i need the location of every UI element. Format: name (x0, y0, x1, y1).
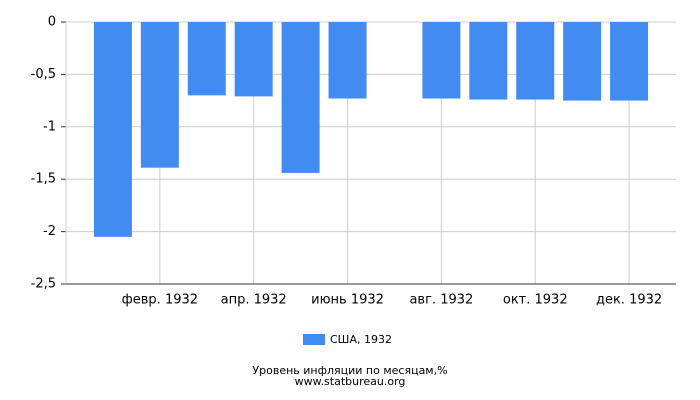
y-tick-label: -1 (43, 119, 56, 134)
y-tick-label: -0,5 (31, 67, 56, 82)
bar (469, 22, 508, 100)
x-tick-label: июнь 1932 (311, 293, 384, 308)
x-tick-label: дек. 1932 (596, 293, 662, 308)
legend-swatch (303, 334, 325, 345)
bar (140, 22, 179, 168)
bar (610, 22, 649, 101)
x-tick-label: февр. 1932 (122, 293, 198, 308)
bar (281, 22, 320, 173)
bar (563, 22, 602, 101)
y-tick-label: -2,5 (31, 277, 56, 292)
y-tick-label: 0 (48, 15, 56, 30)
chart-title: Уровень инфляции по месяцам,% (252, 364, 447, 377)
bar (516, 22, 555, 100)
bar (328, 22, 367, 99)
x-tick-label: апр. 1932 (221, 293, 287, 308)
chart-subtitle: www.statbureau.org (295, 375, 406, 388)
legend-label: США, 1932 (330, 333, 392, 346)
bar (422, 22, 461, 99)
y-tick-label: -1,5 (31, 172, 56, 187)
y-tick-label: -2 (43, 224, 56, 239)
x-tick-label: окт. 1932 (503, 293, 568, 308)
bar (93, 22, 132, 237)
bar (234, 22, 273, 97)
bar (187, 22, 226, 96)
x-tick-label: авг. 1932 (409, 293, 473, 308)
